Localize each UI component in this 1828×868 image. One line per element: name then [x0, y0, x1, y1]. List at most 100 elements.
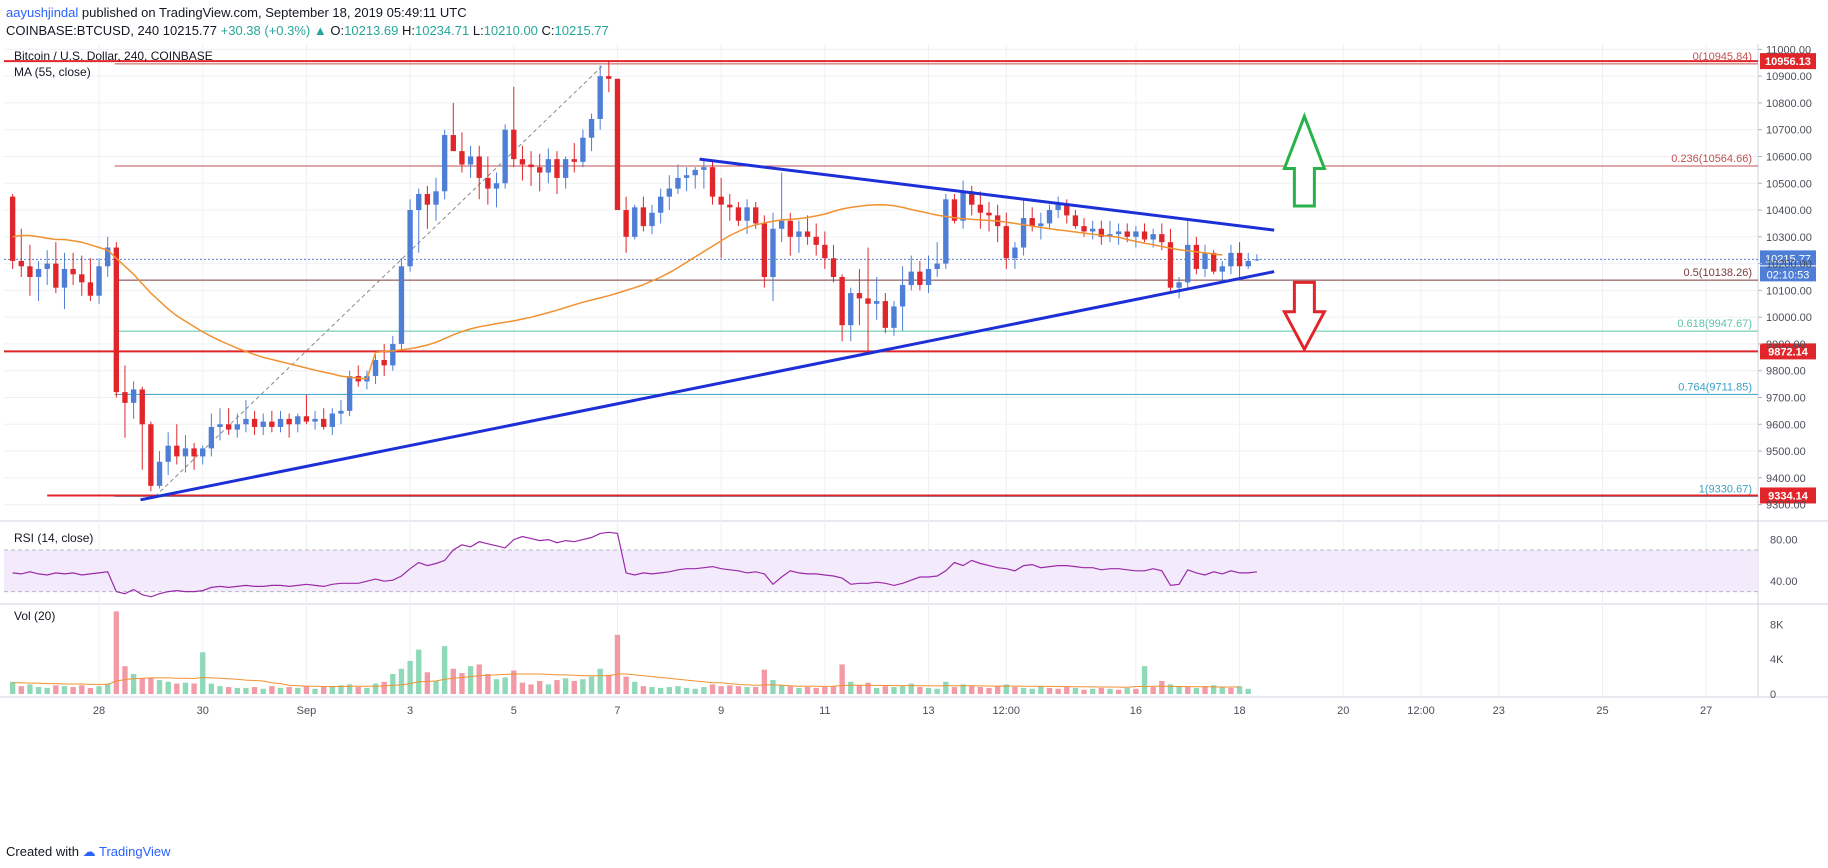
volume-bar	[804, 687, 811, 694]
candle-body	[260, 421, 266, 427]
volume-bar	[511, 670, 517, 694]
candle-body	[830, 258, 837, 277]
volume-bar	[105, 683, 111, 694]
x-tick-label: 13	[922, 705, 934, 717]
volume-bar	[27, 684, 33, 694]
candle-body	[606, 76, 612, 79]
candle-body	[9, 196, 16, 261]
candle-body	[562, 159, 569, 178]
volume-bar	[79, 685, 85, 694]
volume-bar	[701, 687, 707, 694]
candle-body	[148, 424, 154, 486]
y-tick-label: 10900.00	[1766, 71, 1812, 83]
volume-bar	[70, 687, 76, 694]
volume-bar	[191, 683, 197, 694]
price-chart[interactable]: 0(10945.84) 0.236(10564.66) 0.5(10138.26) 0…	[0, 44, 1828, 842]
volume-bar	[1098, 687, 1105, 694]
author-link[interactable]: aayushjindal	[6, 5, 79, 20]
candle-body	[925, 268, 932, 286]
close-value: 10215.77	[554, 23, 609, 38]
last-price: 10215.77	[162, 23, 218, 38]
pane-labels: Bitcoin / U.S. Dollar, 240, COINBASE MA …	[14, 49, 213, 623]
candle-body	[1176, 282, 1182, 288]
candle-body	[286, 418, 292, 425]
volume-bar	[53, 685, 59, 694]
last-price-tag	[1760, 250, 1816, 266]
candle-body	[787, 220, 793, 237]
volume-bar	[260, 688, 266, 694]
volume-bar	[718, 686, 724, 694]
candle-body	[459, 151, 465, 165]
ma-line	[12, 203, 1223, 380]
volume-bar	[770, 680, 776, 694]
candle-body	[640, 207, 647, 227]
volume-bar	[1150, 687, 1156, 694]
candle-body	[692, 169, 698, 176]
volume-label: Vol (20)	[14, 609, 55, 623]
candle-body	[511, 129, 517, 160]
level-lines: 0(10945.84) 0.236(10564.66) 0.5(10138.26) 0…	[4, 51, 1758, 497]
candle-body	[683, 175, 690, 178]
volume-bar	[1141, 666, 1148, 694]
x-tick-label: 20	[1337, 705, 1349, 717]
candle-body	[899, 285, 906, 307]
volume-bar	[130, 673, 137, 694]
volume-bar	[951, 687, 958, 694]
volume-bar	[1159, 680, 1165, 694]
candle-body	[96, 266, 102, 296]
volume-bar	[355, 687, 361, 694]
y-tick-label: 10300.00	[1766, 232, 1812, 244]
y-tick-label: 10500.00	[1766, 178, 1812, 190]
candle-body	[1090, 228, 1096, 232]
volume-bar	[865, 682, 871, 694]
x-tick-label: 16	[1130, 705, 1142, 717]
volume-bar	[969, 686, 975, 694]
candle-body	[1064, 204, 1070, 216]
level-price-tag	[1760, 343, 1816, 360]
volume-bar	[994, 686, 1001, 694]
volume-bar	[61, 686, 68, 694]
volume-bar	[329, 686, 336, 694]
level-price-tag	[1760, 487, 1816, 504]
volume-bar	[1219, 687, 1225, 694]
volume-bar	[269, 686, 275, 694]
candle-body	[986, 212, 992, 216]
candle-body	[312, 418, 318, 422]
x-tick-label: 12:00	[1407, 705, 1435, 717]
y-tick-label: 10800.00	[1766, 98, 1812, 110]
volume-tick-label: 0	[1770, 689, 1776, 701]
volume-bar	[1245, 688, 1251, 694]
volume-bar	[657, 687, 664, 694]
candle-body	[1141, 231, 1148, 240]
volume-bar	[908, 683, 914, 694]
volume-bar	[165, 681, 171, 694]
volume-bar	[960, 684, 966, 694]
volume-bar	[1081, 689, 1087, 694]
volume-bar	[321, 687, 327, 694]
candle-body	[450, 135, 456, 152]
candle-body	[666, 188, 672, 197]
candle-body	[338, 410, 344, 414]
candle-body	[87, 282, 94, 296]
fib-connector-line	[154, 63, 605, 497]
candle-body	[770, 228, 776, 277]
candle-body	[545, 159, 552, 173]
publish-info: aayushjindal published on TradingView.co…	[6, 5, 467, 20]
volume-bar	[156, 680, 163, 694]
volume-bar	[753, 687, 759, 694]
volume-bar	[1020, 687, 1027, 694]
tradingview-link[interactable]: TradingView	[99, 844, 171, 859]
volume-bar	[234, 687, 240, 694]
x-tick-label: Sep	[297, 705, 317, 717]
candle-body	[139, 389, 145, 425]
volume-bar	[917, 687, 923, 694]
candle-body	[61, 268, 68, 288]
volume-ma-line	[12, 673, 1240, 688]
x-tick-label: 12:00	[993, 705, 1021, 717]
volume-bar	[1185, 687, 1191, 694]
volume-bar	[295, 687, 301, 694]
x-tick-label: 5	[511, 705, 517, 717]
candle-body	[908, 271, 914, 286]
support-trendline	[140, 270, 1275, 502]
volume-tick-label: 8K	[1770, 619, 1784, 631]
